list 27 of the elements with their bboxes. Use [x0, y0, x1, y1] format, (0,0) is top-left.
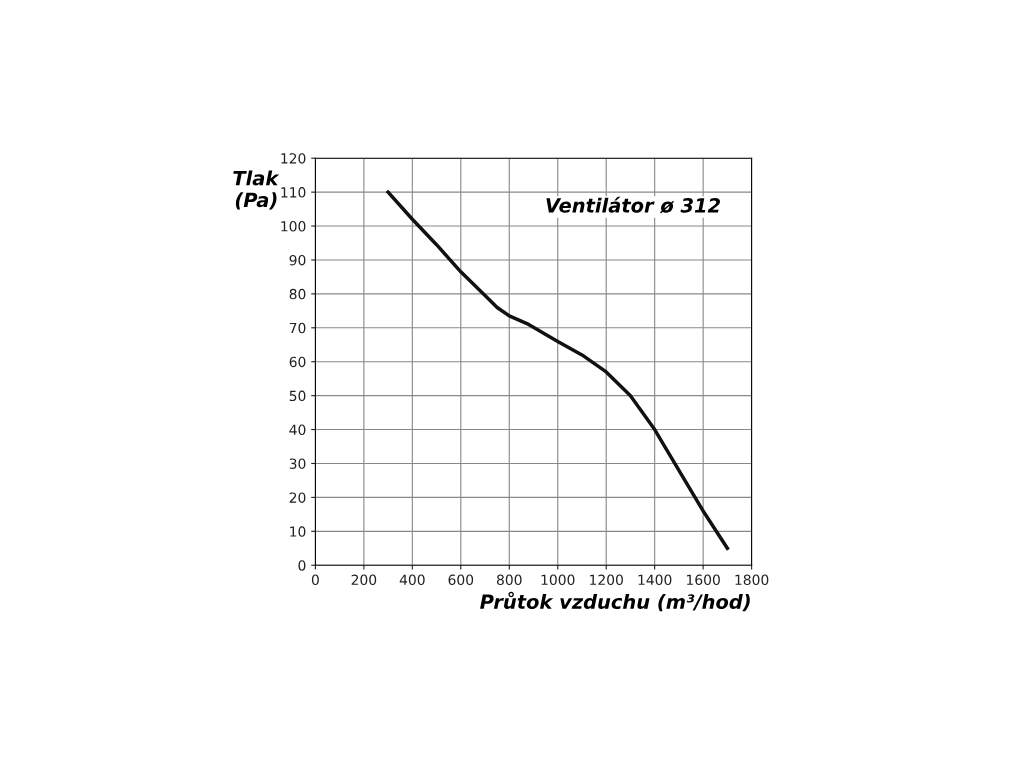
x-tick-label: 0 [311, 574, 319, 586]
y-tick-label: 100 [281, 221, 306, 232]
y-axis-title: Tlak (Pa) [233, 170, 280, 210]
x-axis-title: Průtok vzduchu (m³/hod) [480, 591, 750, 612]
y-tick-label: 30 [289, 458, 306, 469]
y-tick-label: 10 [290, 526, 306, 537]
y-tick-label: 80 [289, 288, 306, 300]
y-tick-label: 70 [289, 322, 306, 334]
y-tick-label: 110 [281, 187, 306, 198]
x-tick-label: 800 [496, 574, 522, 586]
y-tick-label: 120 [281, 153, 306, 164]
annotation: Ventilátor ø 312 [546, 196, 720, 214]
x-tick-label: 1400 [638, 574, 672, 586]
y-tick-label: 90 [289, 254, 306, 266]
x-tick-label: 1000 [541, 574, 575, 586]
x-tick-label: 400 [399, 574, 425, 586]
x-tick-label: 1800 [735, 574, 769, 586]
x-tick-label: 1200 [590, 574, 623, 586]
y-tick-label: 60 [289, 356, 306, 368]
x-tick-label: 200 [351, 574, 377, 586]
x-tick-label: 600 [448, 574, 474, 586]
y-tick-label: 0 [298, 560, 306, 571]
line-series [386, 190, 730, 551]
y-tick-label: 50 [289, 390, 306, 402]
y-tick-label: 40 [289, 424, 306, 436]
y-tick-label: 20 [289, 492, 306, 503]
x-tick-label: 1600 [687, 574, 720, 586]
